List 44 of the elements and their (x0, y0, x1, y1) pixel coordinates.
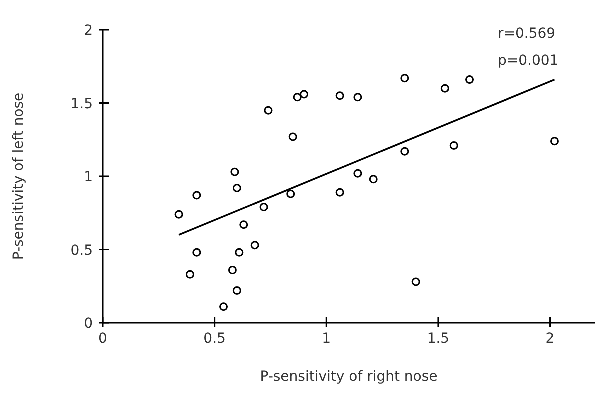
point (336, 188, 344, 197)
point (300, 90, 309, 99)
x-tick-label: 1 (322, 331, 332, 347)
point (400, 147, 410, 156)
y-tick-label: 0.5 (70, 242, 93, 259)
point (186, 270, 194, 279)
point (286, 190, 296, 198)
point (192, 191, 202, 200)
point (240, 220, 248, 230)
x-tick-label: 2 (546, 331, 555, 347)
point (400, 74, 410, 83)
annotation: p=0.001 (498, 53, 559, 69)
point (440, 84, 450, 93)
point (228, 266, 237, 275)
point (220, 302, 228, 312)
point (550, 137, 559, 146)
point (260, 203, 268, 212)
x-tick-label: 1.5 (427, 331, 450, 347)
x-axis-title: P-sensitivity of right nose (260, 368, 438, 385)
point (466, 76, 474, 84)
x-tick-label: 0.5 (204, 331, 226, 347)
point (230, 168, 240, 176)
point (450, 141, 458, 150)
point (336, 92, 344, 100)
point (412, 278, 420, 286)
x-tick-label: 0 (98, 331, 108, 347)
point (232, 286, 242, 296)
point (232, 184, 242, 192)
point (250, 241, 260, 250)
point (369, 175, 378, 184)
y-tick-label: 2 (84, 23, 93, 39)
point (293, 93, 302, 102)
point (354, 169, 362, 178)
point (264, 106, 273, 115)
annotation: r=0.569 (498, 26, 556, 42)
point (288, 132, 298, 142)
point (174, 210, 184, 219)
point (354, 93, 362, 102)
y-tick-label: 1.5 (70, 96, 93, 112)
point (192, 248, 202, 257)
y-tick-label: 1 (84, 170, 93, 186)
y-tick-label: 0 (84, 316, 93, 332)
y-axis-title: P-sensitivity of left nose (10, 92, 27, 260)
point (235, 248, 244, 257)
